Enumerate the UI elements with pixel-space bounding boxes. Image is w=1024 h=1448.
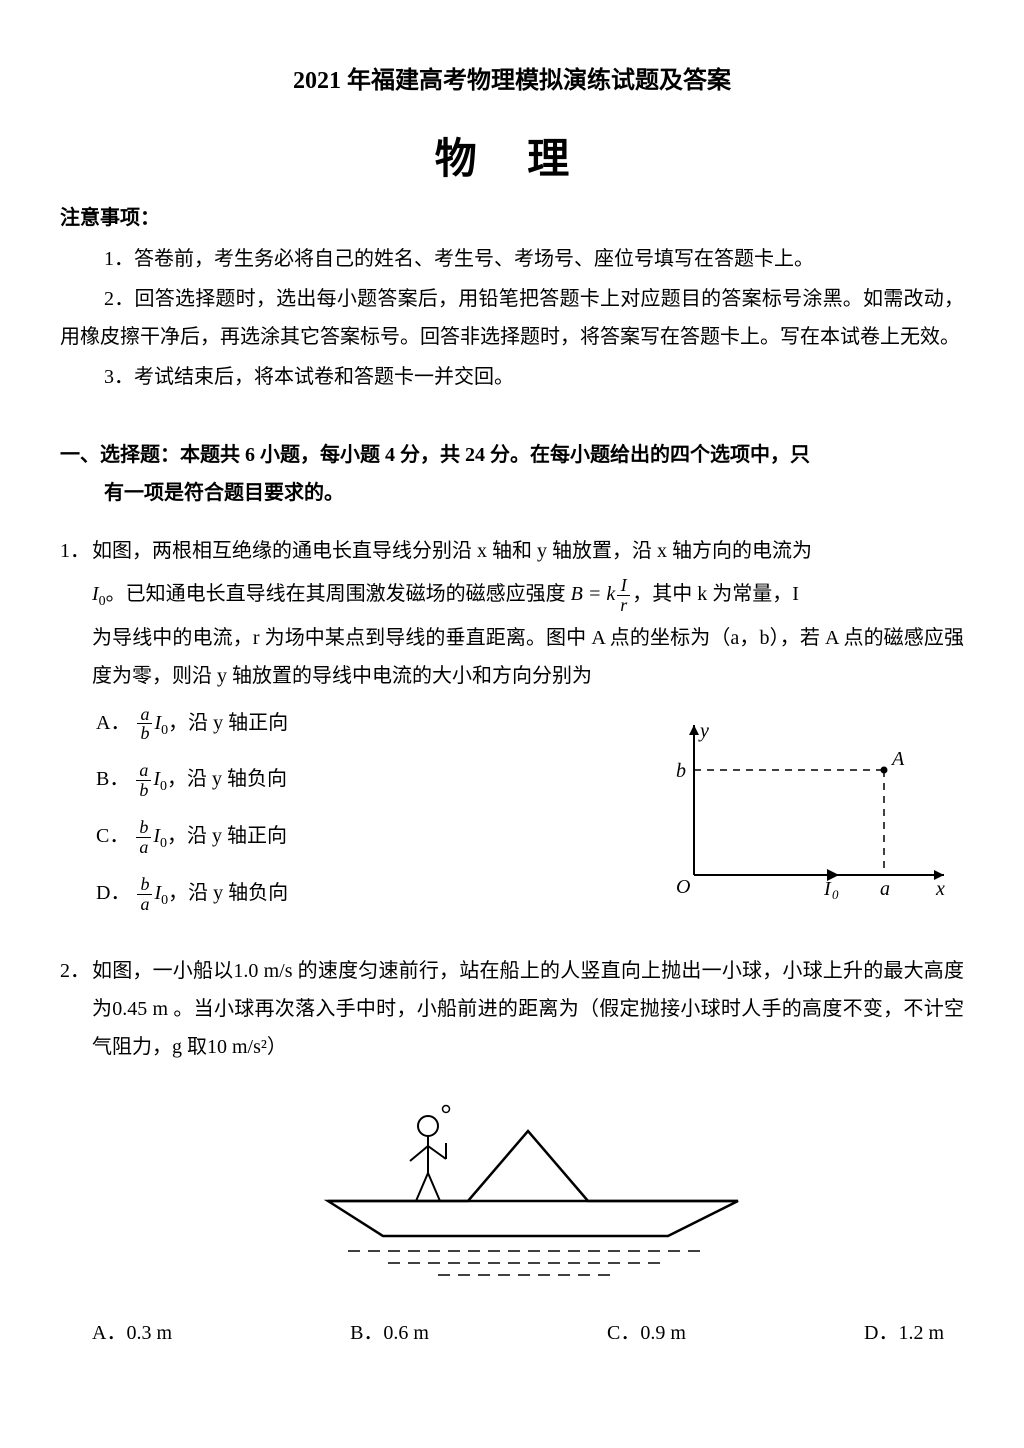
section-header-line1: 一、选择题：本题共 6 小题，每小题 4 分，共 24 分。在每小题给出的四个选…: [60, 436, 964, 474]
question-1: 1． 如图，两根相互绝缘的通电长直导线分别沿 x 轴和 y 轴放置，沿 x 轴方…: [60, 532, 964, 932]
section-header-line2: 有一项是符合题目要求的。: [60, 474, 964, 512]
section-header: 一、选择题：本题共 6 小题，每小题 4 分，共 24 分。在每小题给出的四个选…: [60, 436, 964, 512]
q2-diagram: [298, 1081, 758, 1281]
question-number: 2．: [60, 952, 90, 990]
q2-option-b: B．0.6 m: [350, 1314, 429, 1352]
q2-text: 如图，一小船以1.0 m/s 的速度匀速前行，站在船上的人竖直向上抛出一小球，小…: [92, 960, 964, 1058]
q1-options: A． abI0，沿 y 轴正向 B． abI0，沿 y 轴负向 C． baI0，…: [92, 705, 644, 914]
q2-option-d: D．1.2 m: [864, 1314, 944, 1352]
svg-text:x: x: [935, 878, 945, 900]
q1-text-part2c: ，其中 k 为常量，I: [632, 583, 799, 605]
q1-option-b: B． abI0，沿 y 轴负向: [92, 761, 644, 800]
svg-text:y: y: [698, 720, 709, 742]
svg-text:I: I: [823, 878, 832, 900]
document-title: 2021 年福建高考物理模拟演练试题及答案: [60, 60, 964, 95]
question-number: 1．: [60, 532, 90, 570]
q1-option-d: D． baI0，沿 y 轴负向: [92, 875, 644, 914]
q2-figure: [92, 1081, 964, 1294]
question-2: 2． 如图，一小船以1.0 m/s 的速度匀速前行，站在船上的人竖直向上抛出一小…: [60, 952, 964, 1352]
q2-option-c: C．0.9 m: [607, 1314, 686, 1352]
q1-text-part2b: 。已知通电长直导线在其周围激发磁场的磁感应强度: [106, 583, 571, 605]
q2-options: A．0.3 m B．0.6 m C．0.9 m D．1.2 m: [92, 1314, 964, 1352]
q1-formula-B: B = k: [571, 583, 616, 605]
notes-header: 注意事项：: [60, 201, 964, 230]
note-item: 3．考试结束后，将本试卷和答题卡一并交回。: [60, 358, 964, 396]
q2-option-a: A．0.3 m: [92, 1314, 172, 1352]
svg-text:a: a: [880, 878, 890, 900]
q1-diagram: y x O b a A I 0: [664, 715, 954, 905]
svg-text:0: 0: [832, 887, 839, 902]
question-body: 如图，两根相互绝缘的通电长直导线分别沿 x 轴和 y 轴放置，沿 x 轴方向的电…: [92, 532, 964, 695]
q1-option-c: C． baI0，沿 y 轴正向: [92, 818, 644, 857]
note-item: 2．回答选择题时，选出每小题答案后，用铅笔把答题卡上对应题目的答案标号涂黑。如需…: [60, 280, 964, 356]
q1-option-a: A． abI0，沿 y 轴正向: [92, 705, 644, 744]
svg-text:O: O: [676, 876, 690, 898]
q1-formula-fraction: Ir: [617, 576, 630, 615]
note-item: 1．答卷前，考生务必将自己的姓名、考生号、考场号、座位号填写在答题卡上。: [60, 240, 964, 278]
q1-I0-symbol: I: [92, 583, 99, 605]
q1-text-part1: 如图，两根相互绝缘的通电长直导线分别沿 x 轴和 y 轴放置，沿 x 轴方向的电…: [92, 540, 812, 562]
subject-title: 物 理: [60, 125, 964, 186]
svg-text:A: A: [890, 748, 905, 770]
question-body: 如图，一小船以1.0 m/s 的速度匀速前行，站在船上的人竖直向上抛出一小球，小…: [92, 952, 964, 1066]
svg-text:b: b: [676, 760, 686, 782]
q1-text-part3: 为导线中的电流，r 为场中某点到导线的垂直距离。图中 A 点的坐标为（a，b），…: [92, 627, 964, 687]
